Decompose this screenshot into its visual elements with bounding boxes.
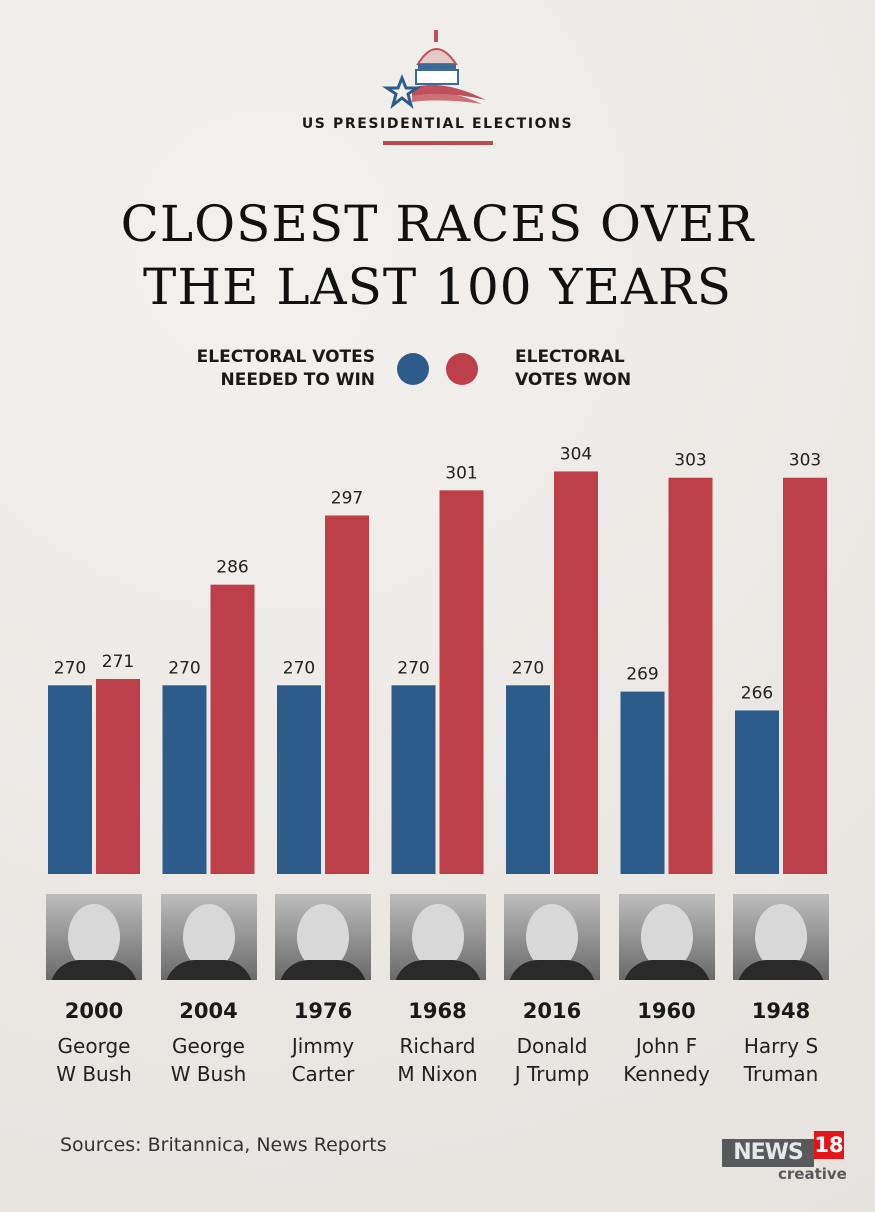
president-portrait [504,894,600,980]
bar-votes-needed [506,685,550,874]
label-votes-needed: 269 [626,665,658,685]
president-portrait [46,894,142,980]
president-name: Harry S Truman [743,1034,819,1086]
legend-needed-label: ELECTORAL VOTES NEEDED TO WIN [160,346,375,392]
bar-votes-needed [277,685,321,874]
election-year: 2000 [64,999,124,1023]
label-votes-needed: 270 [397,658,429,678]
legend-needed-line2: NEEDED TO WIN [220,370,375,390]
bar-votes-won [325,515,369,874]
president-portrait [618,894,715,980]
president-name: Jimmy Carter [291,1034,355,1086]
bar-votes-needed [620,691,665,874]
election-year: 2016 [522,999,582,1023]
label-votes-won: 303 [789,451,821,471]
label-votes-needed: 270 [168,658,200,678]
label-votes-won: 304 [560,444,592,464]
bar-votes-needed [48,685,92,874]
president-portrait [389,894,486,980]
brand-18: 18 [814,1131,844,1159]
president-name: John F Kennedy [623,1034,710,1086]
label-votes-won: 303 [674,451,706,471]
election-year: 1960 [637,999,696,1023]
label-votes-won: 286 [216,558,248,578]
president-name: Richard M Nixon [397,1034,478,1086]
bar-votes-needed [391,685,436,874]
chart-title-line2: THE LAST 100 YEARS [143,258,732,316]
bar-votes-won [210,584,255,874]
president-name: George W Bush [170,1034,247,1086]
brand-news: NEWS [722,1139,814,1167]
bar-chart: 270 271 270 286 270 297 270 301 270 304 269 303 266 3… [48,444,827,874]
kicker: US PRESIDENTIAL ELECTIONS [301,116,574,132]
capitol-star-logo [382,30,486,109]
bar-votes-won [96,679,140,874]
label-votes-needed: 270 [54,658,86,678]
president-name: Donald J Trump [514,1034,590,1086]
label-votes-needed: 266 [741,683,773,703]
president-portrait [275,894,371,980]
label-votes-won: 297 [331,488,363,508]
bar-votes-won [554,471,598,874]
label-votes-won: 271 [102,652,134,672]
bar-votes-won [783,477,827,874]
label-votes-needed: 270 [512,658,544,678]
election-year: 1948 [751,999,811,1023]
bar-votes-won [439,490,484,874]
legend-won-line1: ELECTORAL [515,347,625,367]
label-votes-won: 301 [445,463,477,483]
election-year: 1968 [408,999,467,1023]
label-votes-needed: 270 [283,658,315,678]
sources-note: Sources: Britannica, News Reports [60,1134,387,1156]
president-portrait [160,894,257,980]
bar-votes-needed [162,685,207,874]
legend-won-label: ELECTORAL VOTES WON [515,346,715,392]
legend-needed-line1: ELECTORAL VOTES [196,347,375,367]
brand-creative: creative [778,1165,847,1183]
president-portrait [733,894,829,980]
election-year: 1976 [293,999,353,1023]
election-year: 2004 [179,999,238,1023]
kicker-underline [383,141,493,145]
legend-won-line2: VOTES WON [515,370,632,390]
chart-title-line1: CLOSEST RACES OVER [120,195,755,253]
bar-votes-won [668,477,713,874]
president-name: George W Bush [56,1034,132,1086]
legend-needed-swatch [397,353,429,385]
bar-votes-needed [735,710,779,874]
legend-won-swatch [446,353,478,385]
